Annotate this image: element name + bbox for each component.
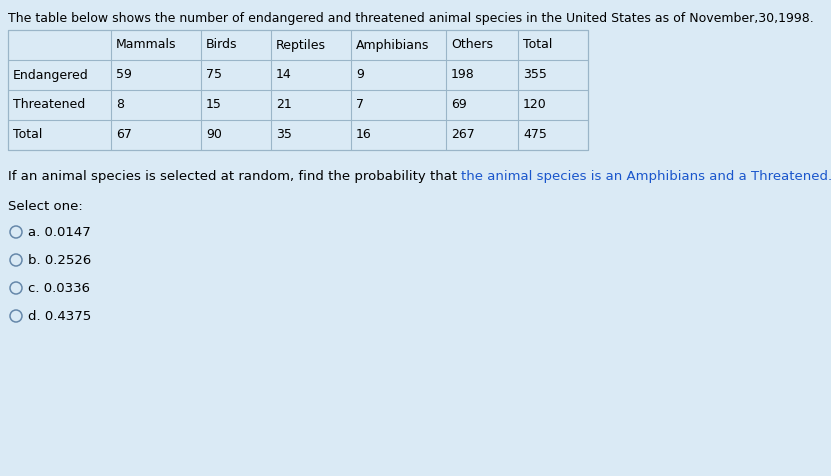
Text: Amphibians: Amphibians — [356, 39, 430, 51]
Text: The table below shows the number of endangered and threatened animal species in : The table below shows the number of enda… — [8, 12, 814, 25]
Text: 90: 90 — [206, 129, 222, 141]
Text: 67: 67 — [116, 129, 132, 141]
Text: 69: 69 — [451, 99, 467, 111]
Text: 9: 9 — [356, 69, 364, 81]
Text: the animal species is an Amphibians and a Threatened.: the animal species is an Amphibians and … — [461, 170, 831, 183]
Text: Reptiles: Reptiles — [276, 39, 326, 51]
Text: 14: 14 — [276, 69, 292, 81]
FancyBboxPatch shape — [8, 30, 588, 150]
Text: Total: Total — [13, 129, 42, 141]
Text: c. 0.0336: c. 0.0336 — [28, 282, 90, 295]
Text: Others: Others — [451, 39, 493, 51]
Text: Mammals: Mammals — [116, 39, 176, 51]
Text: 15: 15 — [206, 99, 222, 111]
Text: If an animal species is selected at random, find the probability that: If an animal species is selected at rand… — [8, 170, 461, 183]
Text: 267: 267 — [451, 129, 475, 141]
Text: 16: 16 — [356, 129, 371, 141]
Text: Total: Total — [523, 39, 553, 51]
Text: 59: 59 — [116, 69, 132, 81]
Text: 8: 8 — [116, 99, 124, 111]
Text: 75: 75 — [206, 69, 222, 81]
Text: 120: 120 — [523, 99, 547, 111]
Text: Threatened: Threatened — [13, 99, 86, 111]
Text: 35: 35 — [276, 129, 292, 141]
Text: Endangered: Endangered — [13, 69, 89, 81]
Text: Select one:: Select one: — [8, 200, 83, 213]
Text: 21: 21 — [276, 99, 292, 111]
Text: d. 0.4375: d. 0.4375 — [28, 310, 91, 323]
Text: 475: 475 — [523, 129, 547, 141]
Text: Birds: Birds — [206, 39, 238, 51]
Text: 198: 198 — [451, 69, 475, 81]
Text: 7: 7 — [356, 99, 364, 111]
Text: 355: 355 — [523, 69, 547, 81]
Text: b. 0.2526: b. 0.2526 — [28, 254, 91, 267]
Text: a. 0.0147: a. 0.0147 — [28, 226, 91, 239]
